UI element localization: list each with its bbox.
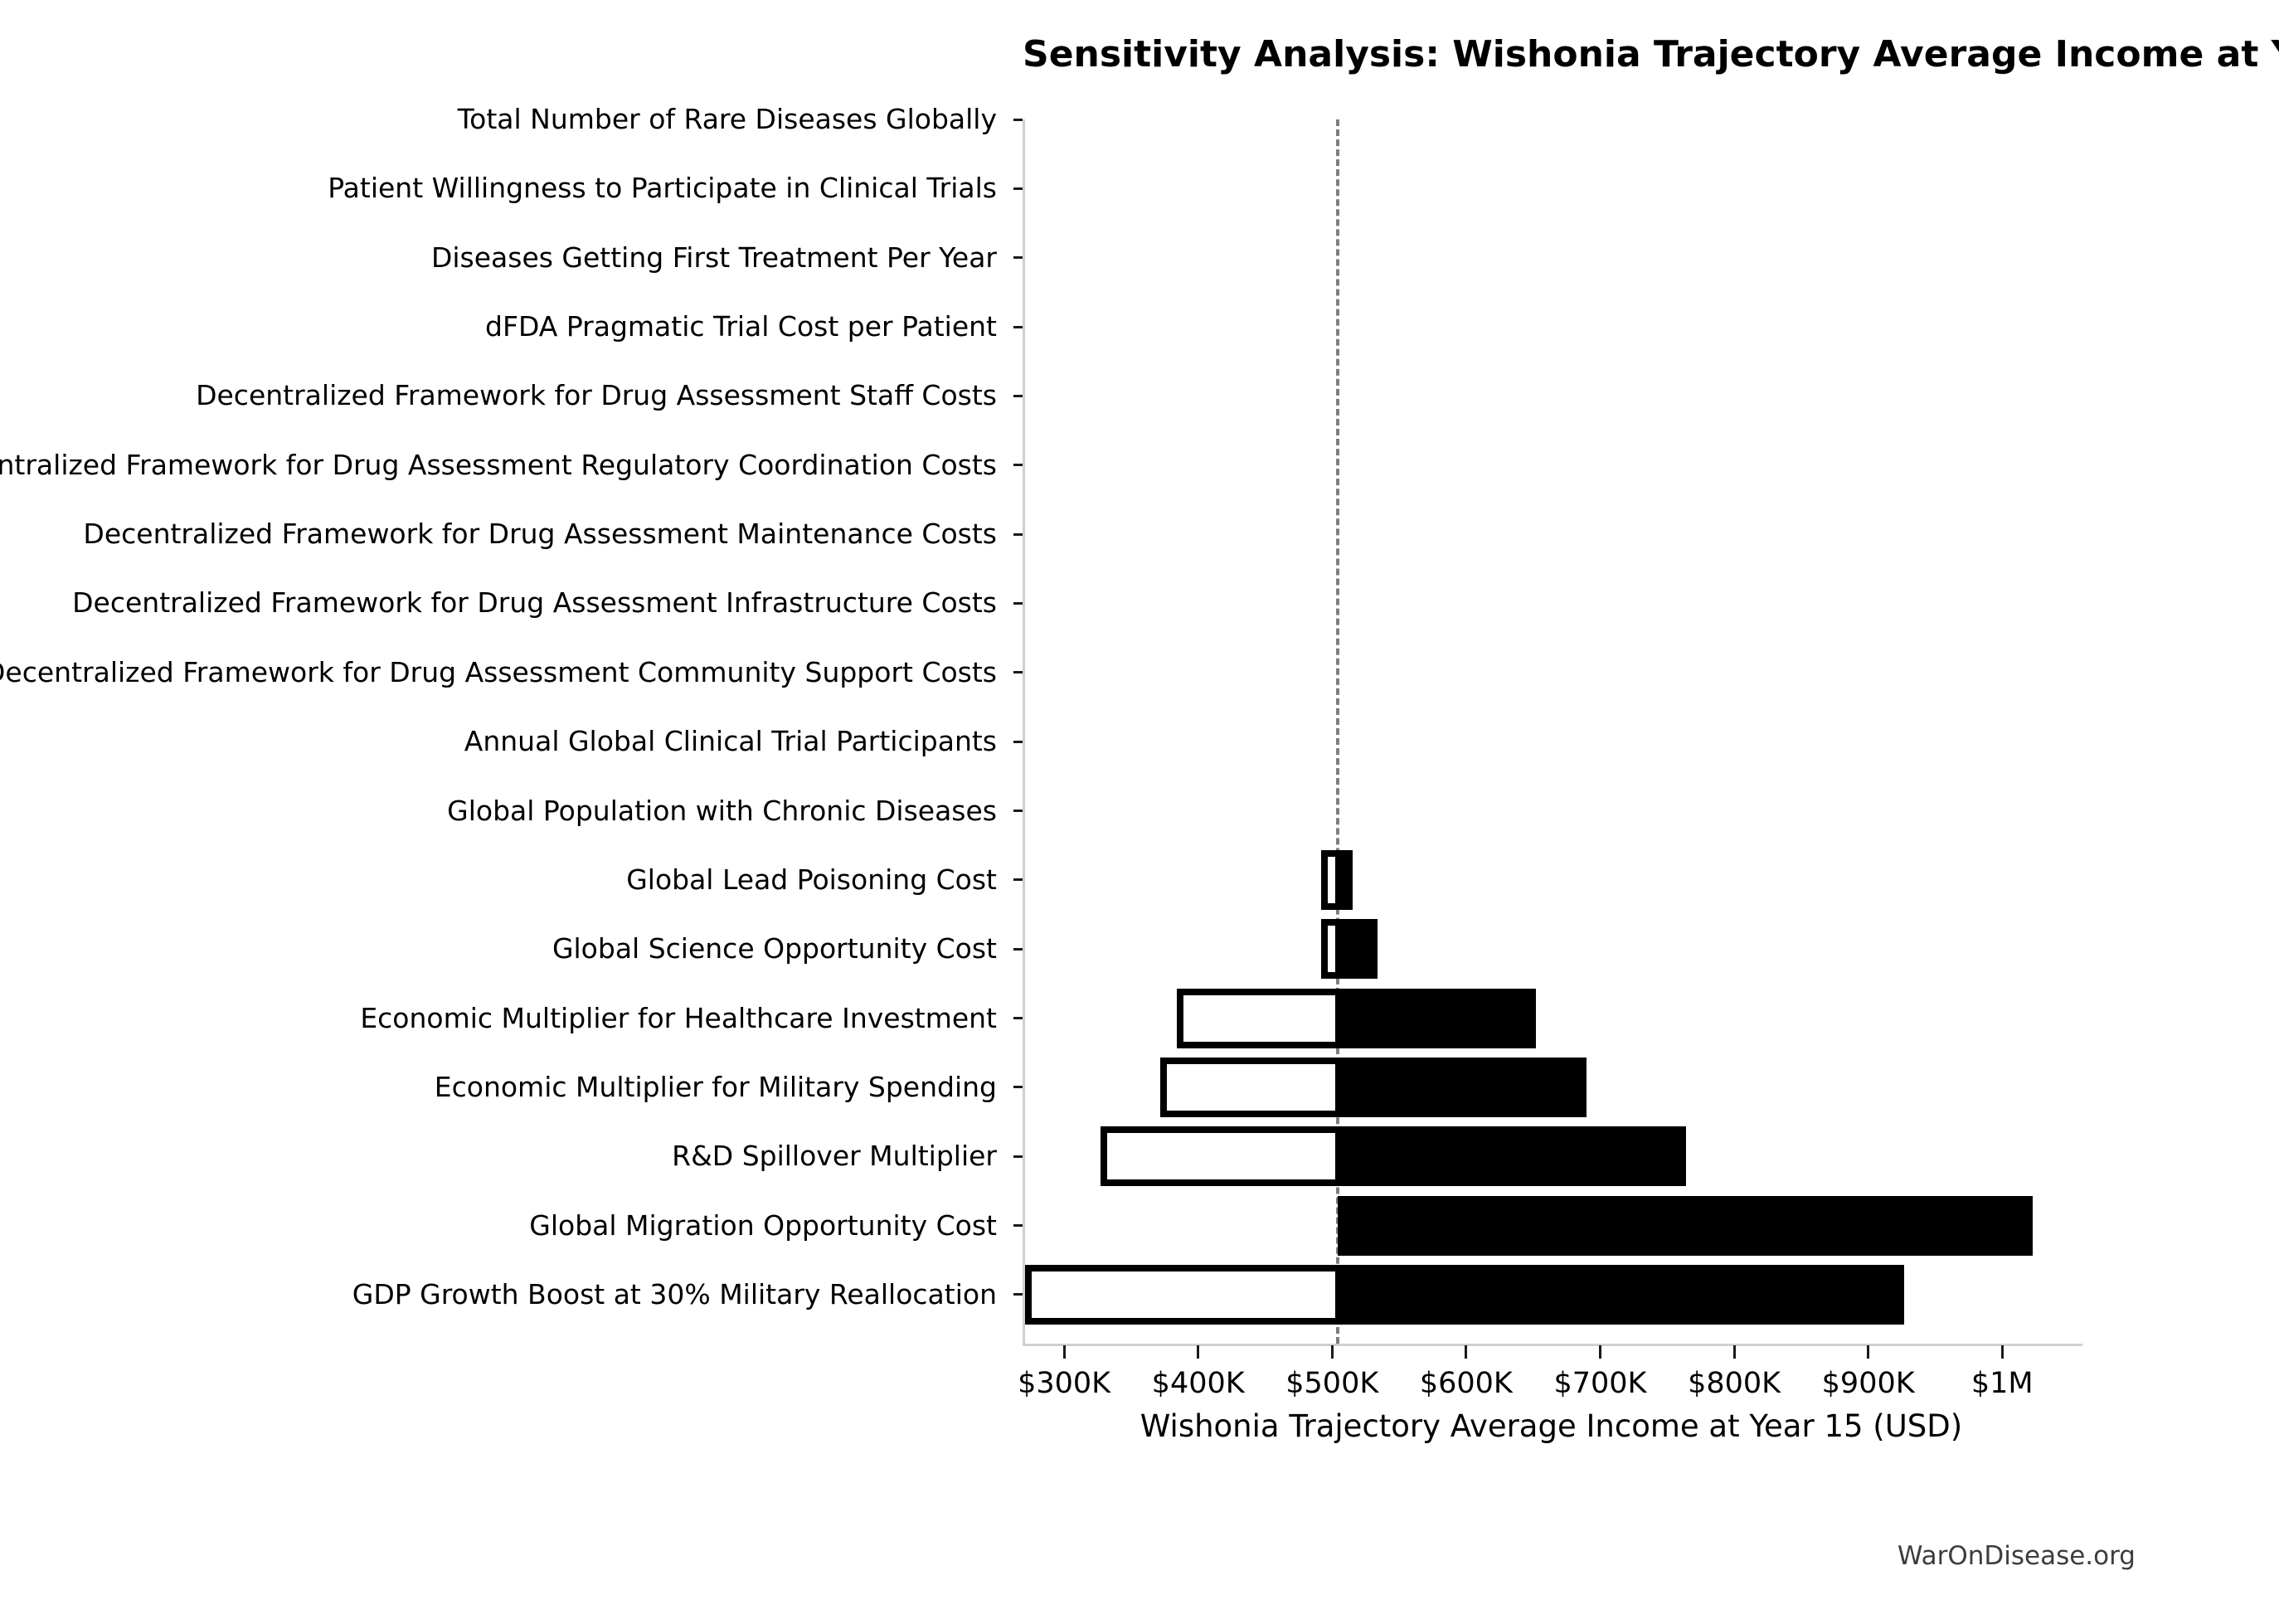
y-tick-label: Global Population with Chronic Diseases (447, 794, 997, 827)
y-tick-label: Decentralized Framework for Drug Assessm… (196, 379, 997, 412)
bar-high-segment (1337, 1264, 1905, 1325)
y-tick-label: R&D Spillover Multiplier (672, 1140, 997, 1173)
y-tick-mark (1013, 740, 1023, 743)
y-tick-label: Economic Multiplier for Healthcare Inves… (360, 1001, 997, 1034)
x-tick-label: $400K (1151, 1367, 1245, 1400)
y-tick-mark (1013, 118, 1023, 121)
x-tick-mark (2000, 1345, 2004, 1359)
x-tick-mark (1330, 1345, 1334, 1359)
y-tick-label: Decentralized Framework for Drug Assessm… (83, 518, 997, 551)
y-tick-label: Decentralized Framework for Drug Assessm… (0, 448, 997, 481)
y-tick-mark (1013, 187, 1023, 190)
y-tick-mark (1013, 1293, 1023, 1296)
bar-low-segment (1025, 1264, 1342, 1325)
x-tick-mark (1598, 1345, 1601, 1359)
x-tick-mark (1197, 1345, 1200, 1359)
bar-low-segment (1176, 988, 1342, 1048)
bar-high-segment (1337, 988, 1536, 1048)
y-tick-label: Global Science Opportunity Cost (552, 932, 997, 965)
y-tick-label: GDP Growth Boost at 30% Military Realloc… (352, 1277, 997, 1310)
chart-title: Sensitivity Analysis: Wishonia Trajector… (1023, 33, 2279, 75)
y-tick-label: dFDA Pragmatic Trial Cost per Patient (485, 310, 997, 343)
x-tick-label: $800K (1688, 1367, 1781, 1400)
y-tick-mark (1013, 325, 1023, 328)
y-axis-spine (1023, 119, 1025, 1344)
x-tick-mark (1732, 1345, 1736, 1359)
y-tick-label: Patient Willingness to Participate in Cl… (328, 172, 997, 205)
x-tick-label: $900K (1821, 1367, 1915, 1400)
y-tick-label: Diseases Getting First Treatment Per Yea… (430, 241, 997, 274)
y-tick-label: Decentralized Framework for Drug Assessm… (72, 586, 997, 620)
y-tick-mark (1013, 810, 1023, 812)
bar-high-segment (1337, 1057, 1587, 1117)
y-tick-label: Decentralized Framework for Drug Assessm… (0, 655, 997, 688)
y-tick-mark (1013, 601, 1023, 605)
bar-high-segment (1337, 1126, 1686, 1187)
y-tick-label: Global Lead Poisoning Cost (626, 863, 997, 896)
x-tick-mark (1062, 1345, 1066, 1359)
y-tick-mark (1013, 394, 1023, 397)
y-tick-mark (1013, 532, 1023, 536)
y-tick-label: Economic Multiplier for Military Spendin… (434, 1070, 997, 1103)
y-tick-label: Global Migration Opportunity Cost (529, 1208, 997, 1242)
x-tick-label: $700K (1553, 1367, 1647, 1400)
y-tick-mark (1013, 671, 1023, 674)
x-axis-spine (1023, 1344, 2082, 1346)
x-tick-label: $500K (1285, 1367, 1379, 1400)
y-tick-label: Total Number of Rare Diseases Globally (457, 103, 997, 135)
y-tick-mark (1013, 878, 1023, 882)
y-tick-mark (1013, 256, 1023, 260)
x-tick-mark (1867, 1345, 1870, 1359)
bar-high-segment (1337, 919, 1378, 980)
bar-high-segment (1337, 849, 1353, 910)
baseline-dashed-line (1335, 119, 1339, 1344)
y-tick-mark (1013, 1155, 1023, 1158)
x-axis-title: Wishonia Trajectory Average Income at Ye… (1140, 1408, 1963, 1444)
y-tick-mark (1013, 947, 1023, 951)
bar-low-segment (1100, 1126, 1342, 1187)
y-tick-mark (1013, 1086, 1023, 1089)
x-tick-label: $600K (1419, 1367, 1513, 1400)
x-tick-label: $300K (1018, 1367, 1111, 1400)
y-tick-mark (1013, 1017, 1023, 1020)
bar-low-segment (1160, 1057, 1342, 1117)
x-tick-mark (1465, 1345, 1468, 1359)
y-tick-mark (1013, 1224, 1023, 1228)
x-tick-label: $1M (1970, 1367, 2034, 1400)
y-tick-label: Annual Global Clinical Trial Participant… (464, 725, 997, 758)
watermark-footer: WarOnDisease.org (1897, 1541, 2136, 1571)
bar-high-segment (1337, 1195, 2034, 1256)
y-tick-mark (1013, 464, 1023, 467)
